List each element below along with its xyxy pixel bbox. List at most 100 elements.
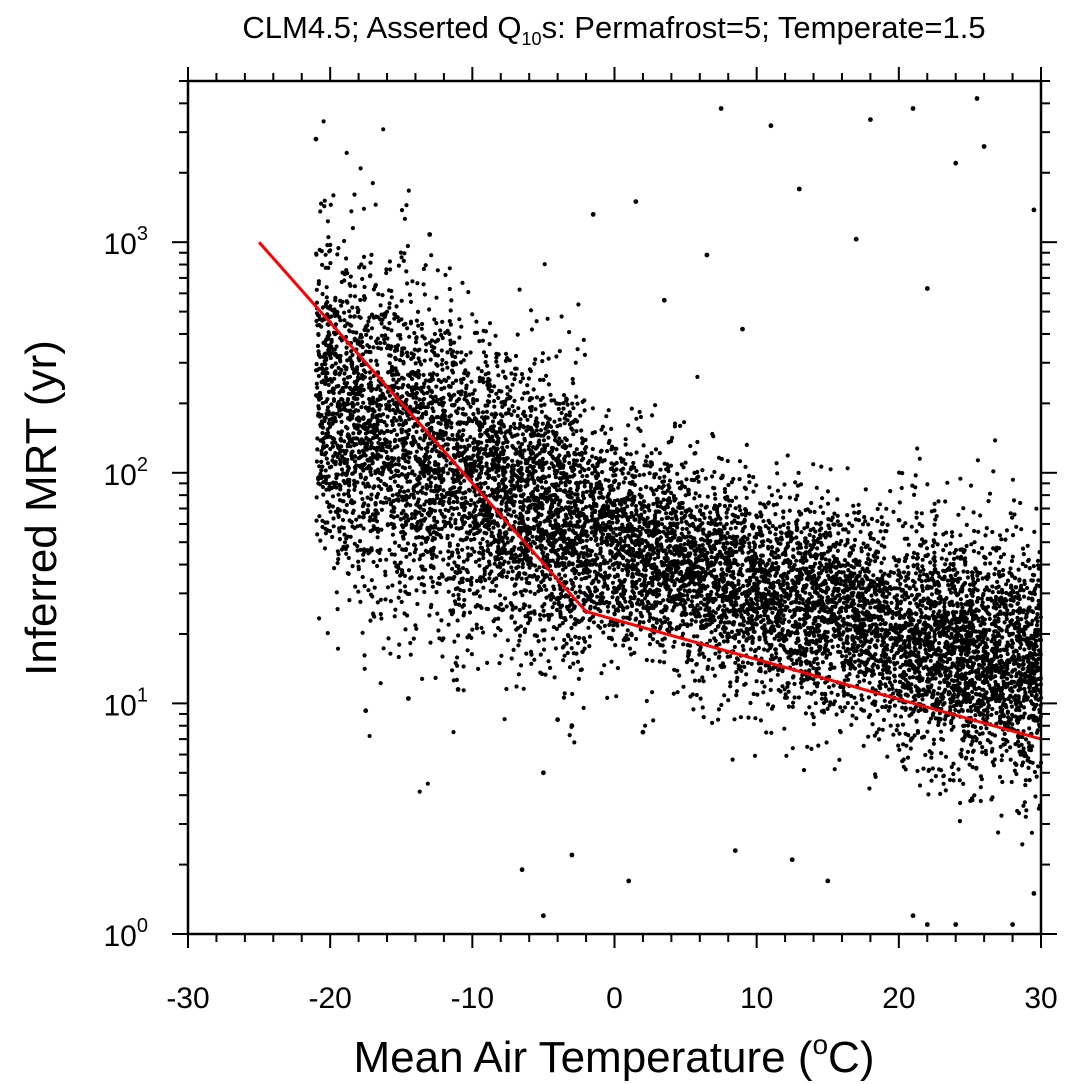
scatter-point (436, 466, 441, 471)
scatter-point (472, 537, 477, 542)
scatter-point (434, 362, 439, 367)
scatter-point (553, 561, 558, 566)
scatter-point (369, 492, 374, 497)
scatter-point (345, 464, 350, 469)
scatter-point (679, 510, 684, 516)
scatter-point (352, 380, 357, 385)
scatter-point (542, 449, 547, 454)
scatter-point (339, 467, 345, 472)
scatter-point (526, 556, 531, 562)
scatter-point (489, 449, 494, 454)
scatter-point (494, 359, 499, 364)
scatter-point (577, 584, 583, 589)
scatter-point (612, 567, 617, 572)
scatter-point (397, 422, 402, 427)
scatter-point (582, 484, 587, 489)
scatter-point (428, 532, 433, 537)
scatter-point (512, 473, 518, 478)
scatter-point (451, 593, 456, 598)
scatter-point (555, 424, 560, 429)
scatter-point (540, 604, 545, 609)
scatter-point (581, 554, 586, 560)
scatter-point (414, 318, 419, 323)
scatter-point (540, 351, 546, 356)
scatter-point (491, 427, 496, 432)
scatter-point (734, 670, 739, 675)
scatter-point (475, 589, 480, 594)
scatter-point (509, 371, 514, 376)
scatter-point (576, 302, 581, 307)
scatter-point (523, 614, 528, 619)
scatter-point (516, 564, 521, 569)
scatter-point (356, 418, 361, 423)
scatter-point (490, 458, 496, 463)
scatter-point (320, 362, 325, 367)
scatter-point (361, 387, 366, 392)
scatter-point (451, 506, 456, 511)
scatter-point (492, 384, 497, 389)
scatter-point (430, 579, 435, 584)
scatter-point (475, 442, 480, 447)
scatter-point (571, 549, 576, 554)
scatter-point (347, 518, 352, 523)
scatter-point (380, 472, 385, 477)
scatter-point (494, 583, 499, 588)
scatter-point (320, 524, 325, 530)
scatter-point (584, 529, 589, 534)
scatter-point (404, 497, 409, 502)
scatter-point (410, 469, 415, 474)
scatter-point (575, 347, 580, 352)
scatter-point (394, 304, 399, 309)
scatter-point (430, 348, 435, 353)
scatter-point (335, 252, 340, 257)
scatter-point (474, 622, 479, 627)
scatter-point (571, 566, 577, 571)
scatter-point (678, 423, 683, 428)
scatter-point (524, 478, 529, 483)
scatter-point (538, 652, 543, 657)
scatter-point (538, 543, 543, 548)
scatter-point (476, 666, 481, 672)
scatter-point (340, 499, 345, 504)
scatter-point (508, 388, 513, 393)
scatter-point (392, 540, 398, 545)
scatter-point (441, 519, 446, 524)
scatter-point (567, 561, 572, 566)
scatter-point (401, 258, 406, 263)
scatter-point (439, 473, 444, 478)
scatter-point (382, 340, 387, 346)
scatter-point (378, 388, 383, 393)
scatter-point (453, 517, 458, 523)
scatter-point (389, 500, 394, 505)
scatter-point (326, 409, 331, 414)
scatter-point (431, 535, 436, 541)
scatter-point (344, 367, 349, 372)
scatter-point (458, 392, 463, 397)
scatter-point (437, 484, 442, 489)
scatter-point (465, 557, 470, 562)
scatter-point (406, 188, 411, 193)
scatter-point (390, 373, 395, 378)
scatter-point (501, 496, 506, 502)
scatter-point (347, 434, 352, 439)
scatter-point (324, 295, 329, 300)
scatter-point (398, 336, 403, 341)
scatter-point (573, 634, 578, 639)
scatter-point (524, 580, 530, 585)
scatter-point (554, 401, 559, 406)
scatter-point (534, 577, 540, 582)
scatter-point (477, 423, 482, 428)
scatter-point (571, 458, 577, 463)
scatter-point (574, 429, 579, 434)
scatter-point (333, 351, 338, 357)
scatter-point (331, 524, 336, 529)
scatter-point (577, 571, 582, 577)
scatter-point (512, 519, 518, 525)
scatter-point (325, 405, 331, 410)
scatter-point (425, 511, 430, 516)
scatter-point (411, 355, 416, 360)
scatter-point (342, 460, 347, 466)
scatter-point (329, 379, 334, 384)
scatter-point (872, 733, 877, 738)
scatter-point (419, 541, 424, 546)
